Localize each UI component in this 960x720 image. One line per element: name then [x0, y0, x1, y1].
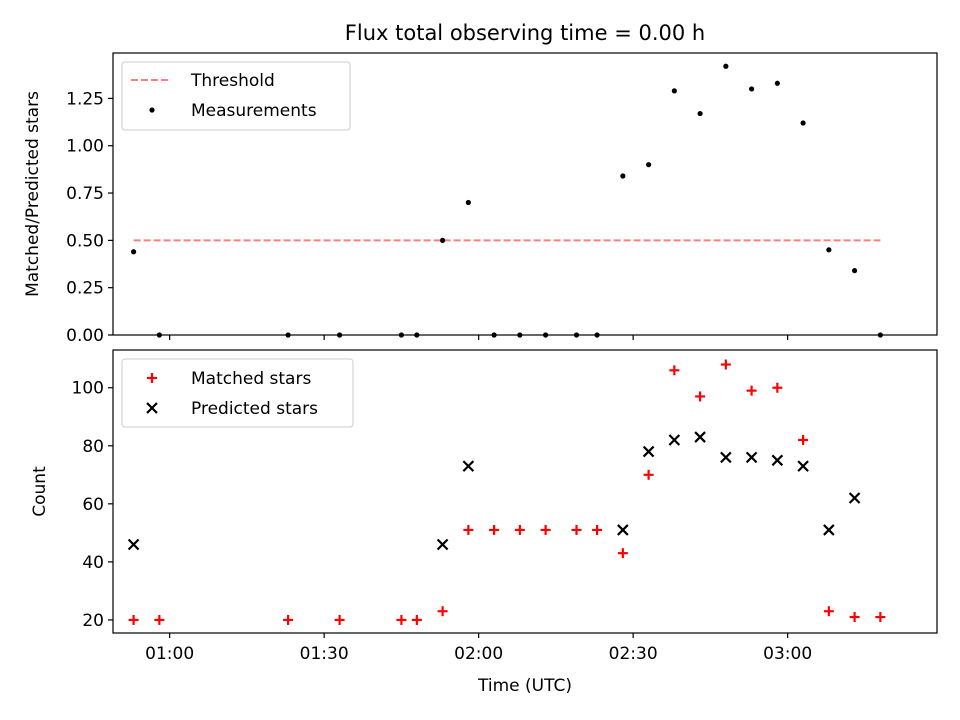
measurement-point: [800, 120, 806, 126]
count-y-tick-label: 20: [82, 611, 104, 631]
measurement-point: [440, 237, 446, 243]
x-tick-label: 01:00: [145, 644, 194, 664]
legend-measurements-label: Measurements: [191, 101, 317, 121]
count-plot-area: [127, 359, 886, 625]
legend-threshold-label: Threshold: [190, 71, 275, 91]
predicted-point: [617, 524, 629, 536]
measurement-point: [671, 88, 677, 94]
predicted-point: [848, 492, 861, 504]
count-y-tick-label: 100: [72, 379, 104, 399]
predicted-point: [436, 538, 449, 551]
count-x-axis: 01:00 01:30 02:00 02:30 03:00: [145, 633, 812, 664]
matched-point: [463, 524, 474, 535]
predicted-point: [668, 434, 681, 446]
measurement-point: [697, 110, 703, 117]
ratio-y-tick-label: 0.50: [66, 231, 104, 251]
predicted-point: [797, 460, 809, 472]
ratio-y-tick-label: 1.25: [66, 89, 104, 109]
measurement-point: [723, 63, 729, 69]
matched-point: [396, 614, 407, 625]
matched-point: [643, 469, 654, 480]
matched-point: [772, 382, 783, 393]
matched-point: [695, 391, 706, 402]
count-y-axis: 20 40 60 80 100: [72, 379, 113, 631]
ratio-plot-frame: [112, 52, 938, 336]
ratio-y-axis: 0.00 0.25 0.50 0.75 1.00 1.25: [66, 89, 113, 346]
matched-point: [154, 614, 165, 625]
matched-point: [798, 434, 809, 445]
legend-predicted-label: Predicted stars: [191, 399, 318, 419]
predicted-point: [720, 451, 732, 464]
matched-point: [746, 385, 757, 396]
predicted-point: [127, 538, 140, 551]
legend-plus-marker-icon: [147, 373, 157, 383]
count-plot-frame: [112, 349, 938, 634]
matched-point: [592, 524, 603, 535]
measurement-point: [131, 249, 137, 255]
count-y-tick-label: 60: [82, 495, 104, 515]
ratio-legend-box: [121, 61, 351, 131]
measurement-point: [774, 80, 780, 86]
legend-measurement-dot-icon: [149, 107, 155, 113]
matched-point: [514, 524, 525, 535]
x-tick-label: 01:30: [300, 644, 349, 664]
matched-point: [849, 612, 860, 623]
matched-point: [571, 524, 582, 535]
legend-x-mark: [146, 402, 158, 414]
matched-point: [875, 612, 886, 623]
matched-point: [334, 614, 345, 625]
predicted-point: [823, 524, 835, 536]
matched-point: [823, 606, 834, 617]
measurement-point: [826, 247, 832, 253]
count-y-tick-label: 80: [82, 437, 104, 457]
ratio-y-tick-label: 1.00: [66, 137, 104, 157]
matched-point: [720, 359, 731, 370]
matched-point: [128, 614, 139, 625]
ratio-y-tick-label: 0.75: [66, 184, 104, 204]
predicted-point: [642, 445, 655, 458]
matched-point: [489, 524, 500, 535]
matched-point: [411, 614, 422, 625]
count-y-tick-label: 40: [82, 553, 104, 573]
x-tick-label: 02:00: [454, 644, 503, 664]
measurement-point: [465, 199, 471, 206]
matched-point: [540, 524, 551, 535]
matched-point: [669, 365, 680, 376]
legend-x-marker-icon: [146, 402, 158, 414]
measurement-point: [646, 162, 652, 168]
count-y-axis-label: Count: [30, 466, 50, 517]
count-legend-box: [121, 358, 354, 428]
predicted-point: [462, 460, 475, 472]
predicted-point: [771, 454, 784, 467]
legend-plus-mark: [147, 373, 157, 383]
ratio-legend: Threshold Measurements: [121, 61, 351, 131]
ratio-y-axis-label: Matched/Predicted stars: [23, 91, 43, 297]
matched-point: [283, 614, 294, 625]
ratio-y-tick-label: 0.00: [66, 326, 104, 346]
matched-point: [437, 606, 448, 617]
count-legend: Matched stars Predicted stars: [121, 358, 354, 428]
predicted-point: [694, 431, 706, 443]
x-tick-label: 03:00: [763, 644, 812, 664]
x-tick-label: 02:30: [609, 644, 658, 664]
measurement-point: [852, 268, 858, 274]
ratio-x-axis: [169, 335, 789, 340]
x-axis-label: Time (UTC): [477, 676, 572, 696]
ratio-panel: 0.00 0.25 0.50 0.75 1.00 1.25 Matched/Predict…: [23, 52, 938, 346]
measurement-point: [620, 173, 626, 179]
count-panel: 20 40 60 80 100 01:00 01:30 02:00 02:30 03:00 Co…: [30, 349, 938, 696]
legend-matched-label: Matched stars: [191, 369, 311, 389]
chart-title: Flux total observing time = 0.00 h: [345, 21, 705, 45]
matched-point: [617, 548, 628, 559]
predicted-point: [745, 451, 758, 464]
measurement-point: [749, 86, 755, 92]
ratio-y-tick-label: 0.25: [66, 279, 104, 299]
